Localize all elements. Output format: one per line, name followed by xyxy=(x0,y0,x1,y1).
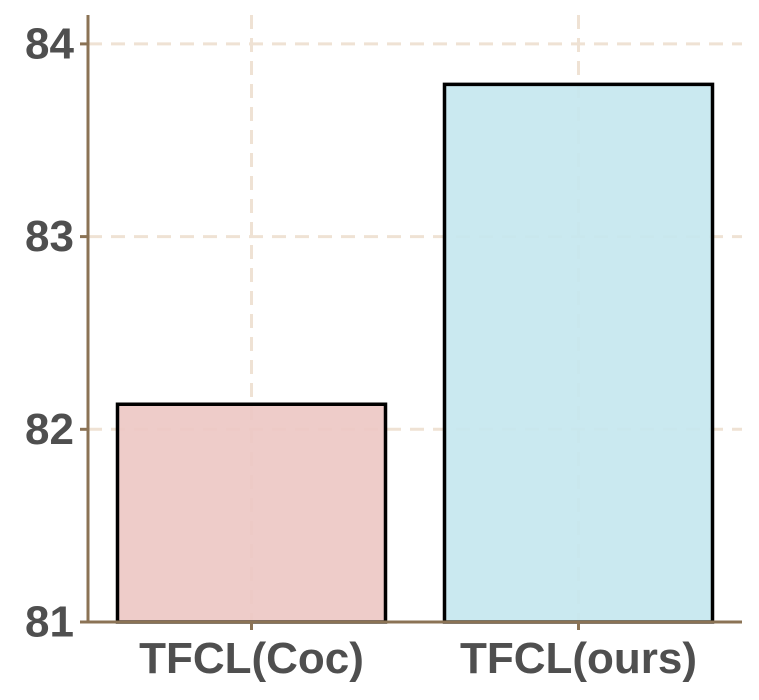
axes xyxy=(86,15,742,624)
bars xyxy=(115,82,715,624)
bar-tfcl-coc xyxy=(115,402,388,624)
ticks xyxy=(80,42,580,630)
y-tick-label: 81 xyxy=(25,598,74,647)
x-tick-label: TFCL(ours) xyxy=(460,634,697,683)
tick-labels: 81 82 83 84 TFCL(Coc) TFCL(ours) xyxy=(25,19,697,683)
x-tick-label: TFCL(Coc) xyxy=(139,634,364,683)
y-tick-label: 82 xyxy=(25,405,74,454)
y-tick-label: 83 xyxy=(25,212,74,261)
bar-tfcl-ours xyxy=(442,82,715,624)
y-tick-label: 84 xyxy=(25,19,74,68)
